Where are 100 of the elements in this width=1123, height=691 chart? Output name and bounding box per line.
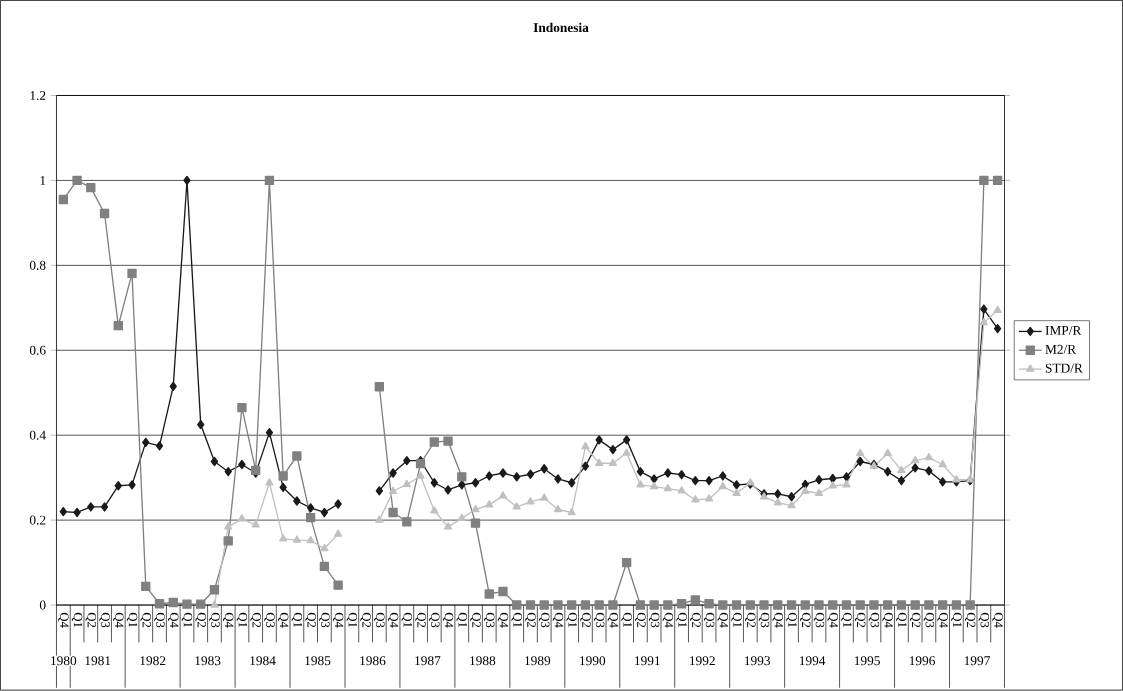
point [938,460,947,468]
x-tick-label: Q2 [690,613,701,628]
point [375,515,384,524]
x-tick-label: Q4 [497,613,509,628]
point [306,536,315,544]
x-tick-label: Q1 [181,613,193,628]
point [279,534,288,542]
point [897,465,906,474]
legend-label: M2/R [1045,345,1077,355]
point [581,442,590,450]
legend-label: IMP/R [1045,326,1082,336]
x-tick-label: Q2 [745,613,756,628]
text: 1994 [799,656,826,666]
x-tick-label: Q1 [896,613,907,628]
point [636,480,645,488]
x-tick-label: Q2 [305,613,316,628]
point [842,480,851,488]
x-tick-label: Q4 [387,613,399,628]
x-tick-label: Q4 [332,613,344,628]
text: 1980 [51,656,77,666]
x-tick-label: Q3 [813,613,825,628]
x-tick-label: Q1 [786,613,797,628]
point [224,522,233,530]
point [595,458,604,467]
text: 1990 [580,656,606,666]
x-tick-label: Q3 [319,613,330,628]
x-tick-label: Q1 [511,613,522,628]
x-tick-label: Q3 [484,613,495,628]
text: 1983 [195,656,221,666]
point [416,471,425,479]
point [567,508,576,516]
x-tick-label: Q2 [140,613,151,628]
text: 1996 [909,656,935,666]
text: 1984 [250,656,276,666]
point [485,500,494,508]
x-tick-label: Q3 [703,613,715,628]
point [814,488,824,497]
point [704,494,714,502]
x-tick-label: Q4 [277,613,289,628]
x-tick-label: Q2 [909,613,921,628]
x-tick-label: Q1 [291,613,303,628]
x-tick-label: Q1 [401,613,413,628]
point [979,318,988,326]
y-tick-label: 0.4 [29,430,46,440]
point [430,506,439,514]
x-tick-label: Q2 [635,613,646,628]
y-tick-label: 0.2 [29,515,46,525]
y-tick-label: 1.2 [30,91,46,101]
x-tick-label: Q2 [360,613,371,628]
x-tick-label: Q4 [937,613,948,628]
x-tick-label: Q2 [800,613,811,628]
point [787,501,796,509]
point [911,456,920,464]
x-tick-label: Q2 [85,613,97,628]
point [952,475,961,483]
point [402,480,411,488]
y-tick-label: 1 [40,176,46,186]
x-tick-label: Q3 [538,613,550,628]
x-tick-label: Q1 [841,613,852,628]
point [691,495,700,503]
point [622,448,631,456]
x-tick-label: Q4 [552,613,564,628]
x-tick-label: Q4 [442,613,454,628]
point [457,513,466,522]
y-tick-label: 0.6 [29,345,46,356]
point [237,514,247,522]
x-tick-label: Q3 [264,613,275,628]
point [773,498,782,506]
point [210,600,219,608]
point [924,453,934,461]
x-tick-label: Q3 [154,613,165,628]
text: 1997 [964,656,990,666]
x-tick-label: Q2 [470,613,481,628]
point [265,478,274,486]
x-tick-label: Q3 [648,613,660,628]
x-tick-label: Q3 [429,613,440,628]
text: 1987 [415,656,441,666]
x-tick-label: Q1 [676,613,687,628]
point [498,491,508,499]
x-tick-label: Q4 [113,613,124,628]
x-tick-label: Q4 [882,613,893,628]
point [663,484,672,492]
x-tick-label: Q4 [992,613,1003,628]
x-tick-label: Q2 [580,613,591,628]
x-tick-label: Q1 [456,613,467,628]
point [526,497,535,505]
text: 1991 [635,656,660,666]
text: 1993 [744,656,770,666]
point [856,449,865,457]
x-tick-label: Q4 [607,613,619,628]
point [828,481,837,489]
point [553,505,563,513]
point [320,544,329,552]
text: 1995 [854,656,880,666]
x-tick-label: Q4 [222,613,234,628]
x-tick-label: Q2 [415,613,426,628]
y-tick-label: 0.8 [29,261,46,271]
x-tick-label: Q1 [236,613,248,628]
point [718,482,727,490]
x-tick-label: Q1 [621,613,632,628]
